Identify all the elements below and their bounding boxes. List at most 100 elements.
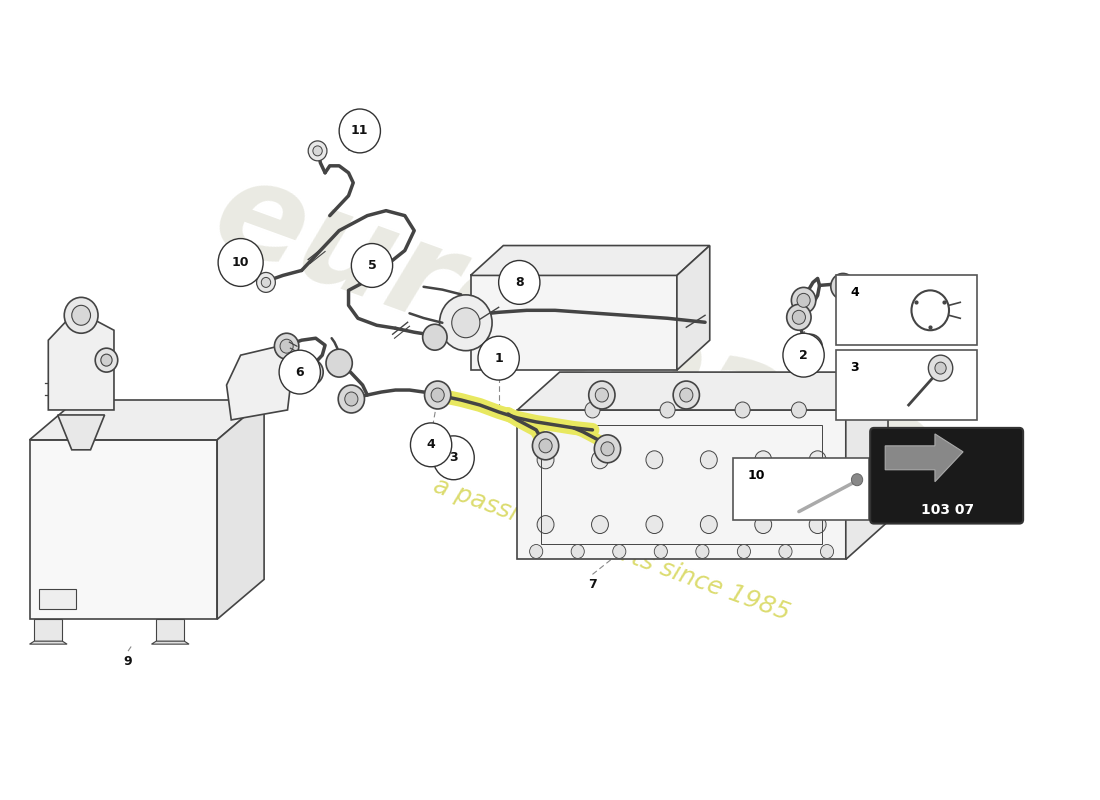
- Circle shape: [830, 274, 855, 299]
- Circle shape: [339, 109, 381, 153]
- Circle shape: [673, 381, 700, 409]
- Text: 1: 1: [494, 352, 503, 365]
- Polygon shape: [846, 372, 888, 559]
- Polygon shape: [30, 641, 67, 644]
- Text: 2: 2: [800, 349, 807, 362]
- Circle shape: [588, 381, 615, 409]
- FancyBboxPatch shape: [836, 350, 977, 420]
- Polygon shape: [30, 400, 264, 440]
- Circle shape: [539, 439, 552, 453]
- Circle shape: [571, 545, 584, 558]
- Circle shape: [701, 451, 717, 469]
- Circle shape: [594, 435, 620, 462]
- Circle shape: [791, 287, 816, 314]
- Text: eurospares: eurospares: [197, 148, 1025, 553]
- Circle shape: [836, 279, 849, 294]
- Polygon shape: [156, 619, 185, 641]
- Circle shape: [696, 545, 708, 558]
- Circle shape: [72, 306, 90, 326]
- Circle shape: [783, 334, 824, 377]
- Circle shape: [851, 474, 862, 486]
- Circle shape: [305, 365, 318, 379]
- Circle shape: [532, 432, 559, 460]
- Circle shape: [308, 141, 327, 161]
- Circle shape: [755, 515, 772, 534]
- Circle shape: [821, 545, 834, 558]
- Text: 7: 7: [588, 578, 597, 591]
- Polygon shape: [471, 275, 676, 370]
- Polygon shape: [30, 440, 217, 619]
- Circle shape: [351, 243, 393, 287]
- Circle shape: [425, 381, 451, 409]
- Circle shape: [218, 238, 263, 286]
- Circle shape: [529, 545, 542, 558]
- Polygon shape: [517, 372, 888, 410]
- Polygon shape: [152, 641, 189, 644]
- Circle shape: [601, 442, 614, 456]
- FancyBboxPatch shape: [734, 458, 869, 519]
- Polygon shape: [886, 434, 964, 482]
- Circle shape: [64, 298, 98, 334]
- Circle shape: [646, 451, 663, 469]
- Text: 9: 9: [123, 654, 132, 667]
- Circle shape: [344, 392, 358, 406]
- Circle shape: [433, 436, 474, 480]
- Circle shape: [422, 324, 447, 350]
- Circle shape: [755, 451, 772, 469]
- Polygon shape: [227, 345, 293, 420]
- Polygon shape: [48, 310, 114, 410]
- Circle shape: [312, 146, 322, 156]
- Circle shape: [440, 295, 492, 350]
- Polygon shape: [39, 590, 76, 610]
- Circle shape: [274, 334, 299, 359]
- Circle shape: [498, 261, 540, 304]
- FancyBboxPatch shape: [870, 428, 1023, 523]
- Circle shape: [798, 334, 823, 360]
- Circle shape: [810, 515, 826, 534]
- Circle shape: [280, 339, 294, 353]
- Circle shape: [326, 349, 352, 377]
- Circle shape: [791, 402, 806, 418]
- Circle shape: [410, 423, 452, 466]
- Text: 11: 11: [351, 125, 369, 138]
- Text: 4: 4: [427, 438, 436, 451]
- Text: 4: 4: [850, 286, 859, 299]
- Circle shape: [595, 388, 608, 402]
- Circle shape: [537, 451, 554, 469]
- Circle shape: [101, 354, 112, 366]
- Circle shape: [585, 402, 600, 418]
- FancyBboxPatch shape: [836, 275, 977, 345]
- Text: 6: 6: [296, 366, 304, 378]
- Text: 3: 3: [850, 361, 859, 374]
- Circle shape: [537, 515, 554, 534]
- Circle shape: [262, 278, 271, 287]
- Circle shape: [646, 515, 663, 534]
- Polygon shape: [34, 619, 63, 641]
- Circle shape: [810, 451, 826, 469]
- Circle shape: [935, 362, 946, 374]
- Circle shape: [256, 273, 275, 292]
- Circle shape: [798, 294, 810, 307]
- Text: a passion for parts since 1985: a passion for parts since 1985: [430, 474, 793, 626]
- Circle shape: [613, 545, 626, 558]
- Text: 103 07: 103 07: [921, 502, 974, 517]
- Circle shape: [701, 515, 717, 534]
- Circle shape: [431, 388, 444, 402]
- Circle shape: [660, 402, 675, 418]
- Circle shape: [338, 385, 364, 413]
- Circle shape: [299, 359, 323, 385]
- Polygon shape: [676, 246, 710, 370]
- Circle shape: [779, 545, 792, 558]
- Circle shape: [452, 308, 480, 338]
- Circle shape: [680, 388, 693, 402]
- Circle shape: [592, 515, 608, 534]
- Text: 8: 8: [515, 276, 524, 289]
- Circle shape: [592, 451, 608, 469]
- Circle shape: [804, 340, 816, 354]
- Polygon shape: [517, 410, 846, 559]
- Text: 10: 10: [747, 470, 764, 482]
- Circle shape: [792, 310, 805, 324]
- Text: 10: 10: [232, 256, 250, 269]
- Text: 3: 3: [449, 451, 458, 464]
- Circle shape: [737, 545, 750, 558]
